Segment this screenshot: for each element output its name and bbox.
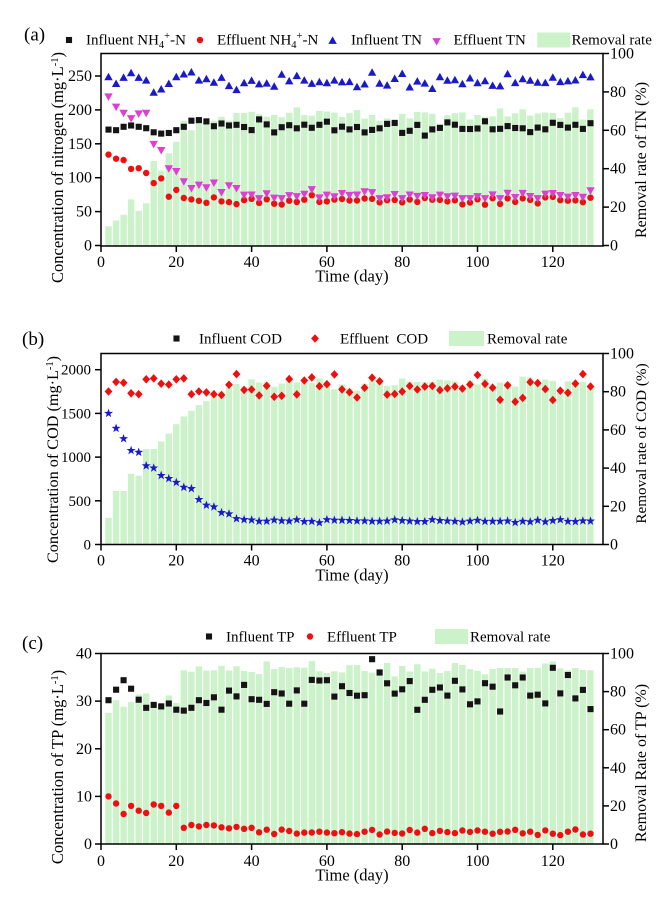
svg-text:150: 150: [68, 136, 92, 153]
svg-text:20: 20: [76, 741, 92, 758]
svg-text:60: 60: [610, 422, 626, 439]
svg-text:Removal rate: Removal rate: [470, 630, 551, 646]
svg-text:Concentration of TP (mg·L-1): Concentration of TP (mg·L-1): [48, 670, 67, 864]
svg-text:1000: 1000: [61, 450, 91, 466]
svg-text:60: 60: [610, 122, 626, 139]
svg-text:Removal rate: Removal rate: [487, 332, 568, 348]
svg-text:80: 80: [394, 254, 410, 271]
svg-text:20: 20: [610, 199, 626, 216]
svg-text:Time (day): Time (day): [315, 566, 388, 585]
svg-text:50: 50: [76, 204, 92, 221]
svg-text:Time (day): Time (day): [315, 866, 388, 885]
svg-text:250: 250: [68, 68, 92, 85]
svg-text:0: 0: [610, 238, 618, 255]
svg-text:20: 20: [610, 498, 626, 515]
svg-text:40: 40: [610, 161, 626, 178]
svg-text:0: 0: [610, 537, 618, 554]
svg-text:100: 100: [610, 46, 634, 63]
svg-text:40: 40: [244, 553, 260, 570]
svg-text:100: 100: [610, 346, 634, 363]
svg-text:(a): (a): [24, 25, 45, 46]
svg-text:80: 80: [610, 84, 626, 101]
svg-text:Influent TN: Influent TN: [351, 33, 422, 49]
svg-text:2000: 2000: [61, 363, 91, 379]
svg-text:100: 100: [610, 646, 634, 663]
svg-text:100: 100: [466, 853, 490, 870]
svg-text:0: 0: [84, 836, 92, 853]
svg-text:20: 20: [610, 798, 626, 815]
svg-text:120: 120: [541, 853, 565, 870]
svg-text:0: 0: [610, 836, 618, 853]
svg-text:40: 40: [610, 760, 626, 777]
svg-text:Removal rate: Removal rate: [572, 33, 653, 49]
svg-text:0: 0: [97, 853, 105, 870]
svg-text:40: 40: [76, 646, 92, 663]
svg-text:40: 40: [244, 254, 260, 271]
svg-text:500: 500: [69, 494, 92, 510]
svg-text:Effluent TN: Effluent TN: [454, 33, 527, 49]
svg-text:100: 100: [466, 553, 490, 570]
svg-text:40: 40: [610, 460, 626, 477]
svg-text:Effluent COD: Effluent COD: [340, 332, 428, 348]
svg-text:200: 200: [68, 102, 92, 119]
svg-text:0: 0: [97, 553, 105, 570]
svg-text:Influent NH4+-N: Influent NH4+-N: [86, 31, 186, 51]
svg-text:20: 20: [168, 254, 184, 271]
svg-text:10: 10: [76, 788, 92, 805]
svg-text:60: 60: [610, 722, 626, 739]
svg-text:Influent TP: Influent TP: [226, 630, 294, 646]
svg-text:Concentration of COD (mg·L-1): Concentration of COD (mg·L-1): [44, 356, 62, 563]
svg-text:80: 80: [394, 553, 410, 570]
svg-text:Effluent TP: Effluent TP: [327, 630, 397, 646]
svg-text:Effluent NH4+-N: Effluent NH4+-N: [217, 31, 318, 51]
svg-text:1500: 1500: [61, 406, 91, 422]
svg-text:0: 0: [97, 254, 105, 271]
svg-text:120: 120: [541, 254, 565, 271]
svg-text:100: 100: [68, 170, 92, 187]
svg-text:80: 80: [394, 853, 410, 870]
svg-text:80: 80: [610, 384, 626, 401]
svg-text:Removal Rate of TP (%): Removal Rate of TP (%): [633, 684, 650, 842]
svg-text:(c): (c): [22, 633, 43, 654]
svg-text:Time (day): Time (day): [315, 267, 388, 286]
svg-text:40: 40: [244, 853, 260, 870]
svg-text:20: 20: [168, 853, 184, 870]
svg-text:0: 0: [84, 538, 92, 554]
svg-text:Removal rate of COD (%): Removal rate of COD (%): [633, 363, 650, 523]
svg-text:Concentration of nitrogen (mg·: Concentration of nitrogen (mg·L-1): [48, 52, 67, 283]
svg-text:0: 0: [84, 238, 92, 255]
svg-text:60: 60: [319, 254, 335, 271]
svg-text:120: 120: [541, 553, 565, 570]
svg-text:80: 80: [610, 684, 626, 701]
svg-text:20: 20: [168, 553, 184, 570]
svg-text:Influent COD: Influent COD: [199, 332, 282, 348]
svg-text:100: 100: [466, 254, 490, 271]
svg-text:Removal rate of TN (%): Removal rate of TN (%): [633, 82, 650, 238]
svg-text:(b): (b): [22, 329, 44, 350]
svg-text:60: 60: [319, 553, 335, 570]
svg-text:60: 60: [319, 853, 335, 870]
svg-text:30: 30: [76, 693, 92, 710]
